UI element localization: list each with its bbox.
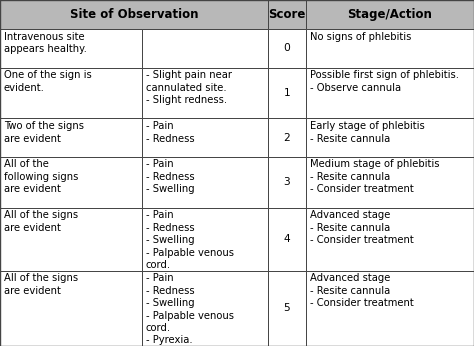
Bar (268, 157, 306, 208)
Text: Two of the signs
are evident: Two of the signs are evident (4, 121, 84, 144)
Text: 1: 1 (283, 88, 290, 98)
Bar (142, 271, 268, 346)
Text: Stage/Action: Stage/Action (347, 8, 432, 21)
Bar (0, 271, 142, 346)
Bar (268, 67, 306, 118)
Bar (0, 29, 142, 67)
Bar (142, 67, 268, 118)
Bar (142, 29, 268, 67)
Text: 3: 3 (283, 177, 290, 187)
Text: All of the signs
are evident: All of the signs are evident (4, 210, 78, 233)
Text: - Slight pain near
cannulated site.
- Slight redness.: - Slight pain near cannulated site. - Sl… (146, 70, 232, 105)
Bar (306, 208, 474, 271)
Bar (306, 0, 474, 29)
Text: 2: 2 (283, 133, 290, 143)
Bar (142, 208, 268, 271)
Text: 4: 4 (283, 234, 290, 244)
Text: 0: 0 (283, 44, 290, 53)
Bar (142, 118, 268, 157)
Text: - Pain
- Redness: - Pain - Redness (146, 121, 195, 144)
Bar (268, 29, 306, 67)
Bar (0, 118, 142, 157)
Text: Medium stage of phlebitis
- Resite cannula
- Consider treatment: Medium stage of phlebitis - Resite cannu… (310, 160, 439, 194)
Bar (306, 29, 474, 67)
Bar (306, 157, 474, 208)
Text: One of the sign is
evident.: One of the sign is evident. (4, 70, 91, 93)
Text: Intravenous site
appears healthy.: Intravenous site appears healthy. (4, 32, 87, 54)
Text: - Pain
- Redness
- Swelling: - Pain - Redness - Swelling (146, 160, 195, 194)
Text: All of the signs
are evident: All of the signs are evident (4, 273, 78, 296)
Bar (268, 0, 306, 29)
Text: Advanced stage
- Resite cannula
- Consider treatment: Advanced stage - Resite cannula - Consid… (310, 210, 413, 245)
Text: All of the
following signs
are evident: All of the following signs are evident (4, 160, 78, 194)
Bar (0, 157, 142, 208)
Bar (268, 118, 306, 157)
Text: Possible first sign of phlebitis.
- Observe cannula: Possible first sign of phlebitis. - Obse… (310, 70, 458, 93)
Text: Score: Score (268, 8, 305, 21)
Bar (0, 0, 268, 29)
Text: - Pain
- Redness
- Swelling
- Palpable venous
cord.
- Pyrexia.: - Pain - Redness - Swelling - Palpable v… (146, 273, 234, 345)
Bar (306, 271, 474, 346)
Text: 5: 5 (283, 303, 290, 313)
Bar (268, 208, 306, 271)
Bar (142, 157, 268, 208)
Text: Site of Observation: Site of Observation (70, 8, 198, 21)
Text: Advanced stage
- Resite cannula
- Consider treatment: Advanced stage - Resite cannula - Consid… (310, 273, 413, 308)
Bar (306, 118, 474, 157)
Bar (306, 67, 474, 118)
Text: - Pain
- Redness
- Swelling
- Palpable venous
cord.: - Pain - Redness - Swelling - Palpable v… (146, 210, 234, 270)
Text: No signs of phlebitis: No signs of phlebitis (310, 32, 411, 42)
Text: Early stage of phlebitis
- Resite cannula: Early stage of phlebitis - Resite cannul… (310, 121, 424, 144)
Bar (0, 67, 142, 118)
Bar (268, 271, 306, 346)
Bar (0, 208, 142, 271)
